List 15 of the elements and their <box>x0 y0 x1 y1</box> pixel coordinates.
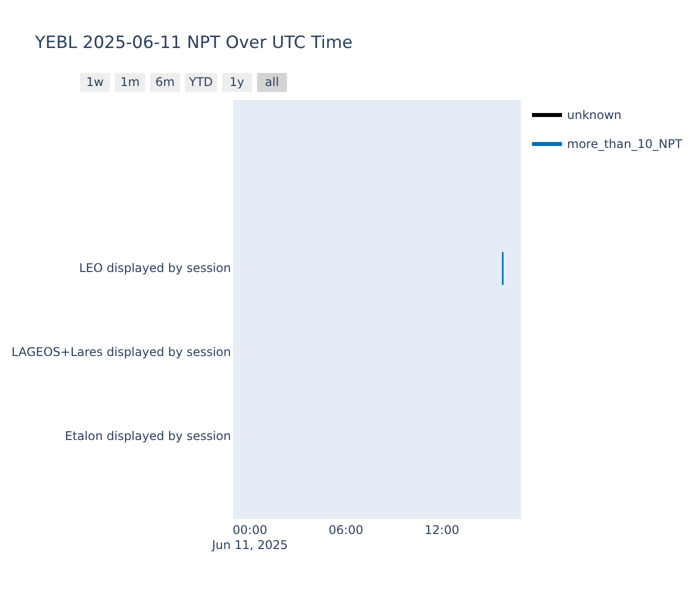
y-tick-label: Etalon displayed by session <box>64 429 231 444</box>
range-button[interactable]: 1w <box>80 73 110 92</box>
legend-label: more_than_10_NPT <box>567 136 682 150</box>
range-button[interactable]: all <box>256 73 287 92</box>
range-button[interactable]: 6m <box>150 73 180 92</box>
y-tick-label: LAGEOS+Lares displayed by session <box>12 345 231 360</box>
range-button[interactable]: 1y <box>222 73 252 92</box>
range-button[interactable]: YTD <box>185 73 217 92</box>
x-tick-label: 12:00 <box>424 523 460 537</box>
x-tick-label: 00:00 Jun 11, 2025 <box>210 523 288 552</box>
y-tick-label: LEO displayed by session <box>79 261 231 276</box>
range-button[interactable]: 1m <box>115 73 145 92</box>
x-tick-label: 06:00 <box>328 523 364 537</box>
chart-title: YEBL 2025-06-11 NPT Over UTC Time <box>35 33 353 53</box>
legend-label: unknown <box>567 108 622 122</box>
